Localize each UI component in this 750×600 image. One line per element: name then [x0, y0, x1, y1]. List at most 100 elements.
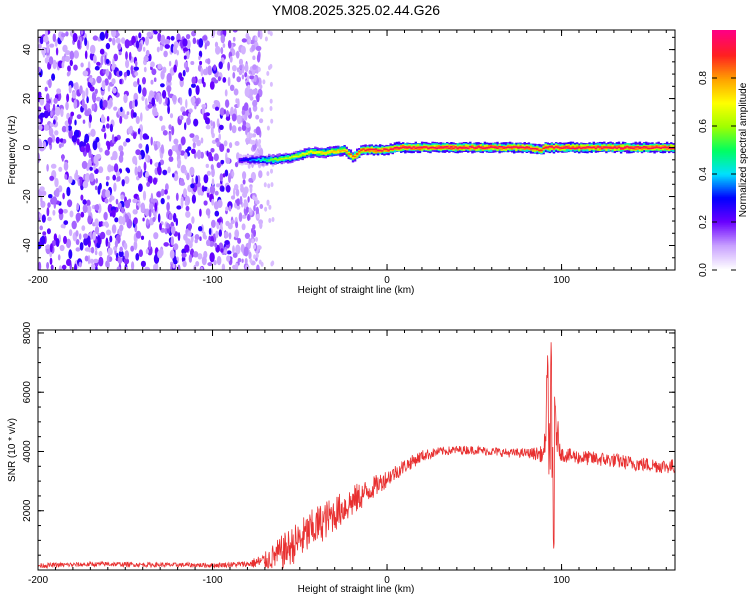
noise-cell	[66, 258, 72, 266]
noise-cell	[107, 203, 113, 214]
colorbar-swatch	[712, 194, 736, 197]
noise-cell	[184, 122, 187, 131]
noise-cell	[187, 146, 192, 151]
noise-cell	[143, 66, 147, 73]
noise-cell	[255, 126, 261, 136]
noise-cell	[206, 188, 210, 194]
noise-cell	[182, 260, 187, 268]
noise-cell	[114, 217, 119, 223]
noise-cell	[171, 94, 177, 103]
noise-cell	[259, 221, 263, 229]
noise-cell	[210, 148, 215, 153]
ridge-cell	[575, 147, 579, 150]
noise-cell	[224, 89, 228, 97]
ridge-cell	[517, 147, 520, 149]
noise-cell	[132, 132, 137, 140]
noise-cell	[83, 237, 89, 246]
noise-cell	[229, 84, 235, 92]
noise-cell	[244, 63, 249, 73]
ridge-cell	[615, 147, 619, 150]
noise-cell	[94, 185, 98, 191]
ridge-cell	[362, 148, 365, 152]
noise-cell	[101, 188, 107, 199]
noise-cell	[260, 107, 264, 113]
noise-cell	[142, 190, 147, 201]
noise-cell	[198, 55, 201, 61]
noise-cell	[105, 58, 110, 65]
noise-cell	[125, 51, 128, 60]
noise-cell	[216, 255, 222, 266]
ridge-cell	[668, 147, 671, 150]
noise-cell	[200, 191, 204, 196]
noise-cell	[52, 59, 57, 70]
noise-cell	[82, 204, 88, 214]
noise-cell	[249, 75, 255, 80]
ridge-cell	[437, 147, 441, 149]
y-tick-label: -40	[22, 238, 33, 253]
ridge-cell	[647, 147, 650, 150]
colorbar-swatch	[712, 40, 736, 43]
noise-cell	[217, 76, 221, 82]
noise-cell	[239, 195, 243, 205]
noise-cell	[190, 61, 195, 65]
noise-cell	[177, 158, 182, 167]
noise-cell	[255, 45, 262, 52]
ridge-cell	[276, 159, 279, 161]
noise-cell	[234, 262, 239, 270]
noise-cell	[208, 228, 212, 235]
ridge-cell	[613, 146, 616, 149]
ridge-cell	[272, 158, 275, 160]
noise-cell	[61, 61, 65, 69]
ridge-cell	[647, 146, 650, 149]
ridge-cell	[376, 149, 380, 151]
noise-cell	[235, 188, 240, 197]
noise-cell	[220, 248, 224, 253]
ridge-cell	[366, 149, 369, 151]
noise-cell	[43, 35, 49, 43]
noise-cell	[142, 87, 147, 97]
noise-cell	[253, 254, 257, 260]
noise-cell	[123, 71, 128, 78]
colorbar-swatch	[712, 180, 736, 183]
ridge-cell	[598, 146, 602, 148]
ridge-cell	[559, 147, 562, 149]
colorbar-swatch	[712, 88, 736, 91]
noise-cell	[108, 37, 112, 42]
noise-cell	[157, 32, 162, 42]
top-x-axis-label: Height of straight line (km)	[298, 285, 415, 296]
noise-cell	[172, 44, 178, 55]
noise-cell	[51, 196, 58, 205]
ridge-cell	[416, 144, 420, 150]
noise-cell	[203, 174, 209, 184]
ridge-cell	[389, 148, 392, 150]
noise-cell	[194, 104, 197, 110]
colorbar-swatch	[712, 192, 736, 195]
ridge-cell	[272, 159, 275, 163]
noise-cell	[168, 213, 173, 221]
ridge-cell	[261, 159, 265, 161]
ridge-cell	[351, 155, 355, 157]
noise-cell	[143, 55, 149, 62]
noise-cell	[182, 38, 188, 47]
noise-cell	[192, 137, 198, 143]
noise-cell	[95, 266, 98, 270]
noise-cell	[222, 43, 226, 48]
noise-cell	[163, 189, 168, 195]
noise-cell	[162, 89, 167, 99]
ridge-cell	[402, 146, 405, 149]
noise-cell	[107, 247, 113, 256]
noise-cell	[38, 106, 42, 111]
noise-cell	[190, 96, 196, 104]
colorbar-label: Normalized spectral amplitude	[738, 82, 749, 217]
colorbar-swatch	[712, 66, 736, 69]
noise-cell	[89, 44, 96, 55]
noise-cell	[208, 151, 213, 162]
ridge-cell	[320, 151, 323, 153]
ridge-cell	[483, 147, 487, 149]
noise-cell	[198, 226, 203, 232]
noise-cell	[224, 240, 230, 245]
noise-cell	[168, 124, 172, 130]
noise-cell	[147, 104, 153, 109]
colorbar-swatch	[712, 232, 736, 235]
noise-cell	[145, 49, 150, 57]
